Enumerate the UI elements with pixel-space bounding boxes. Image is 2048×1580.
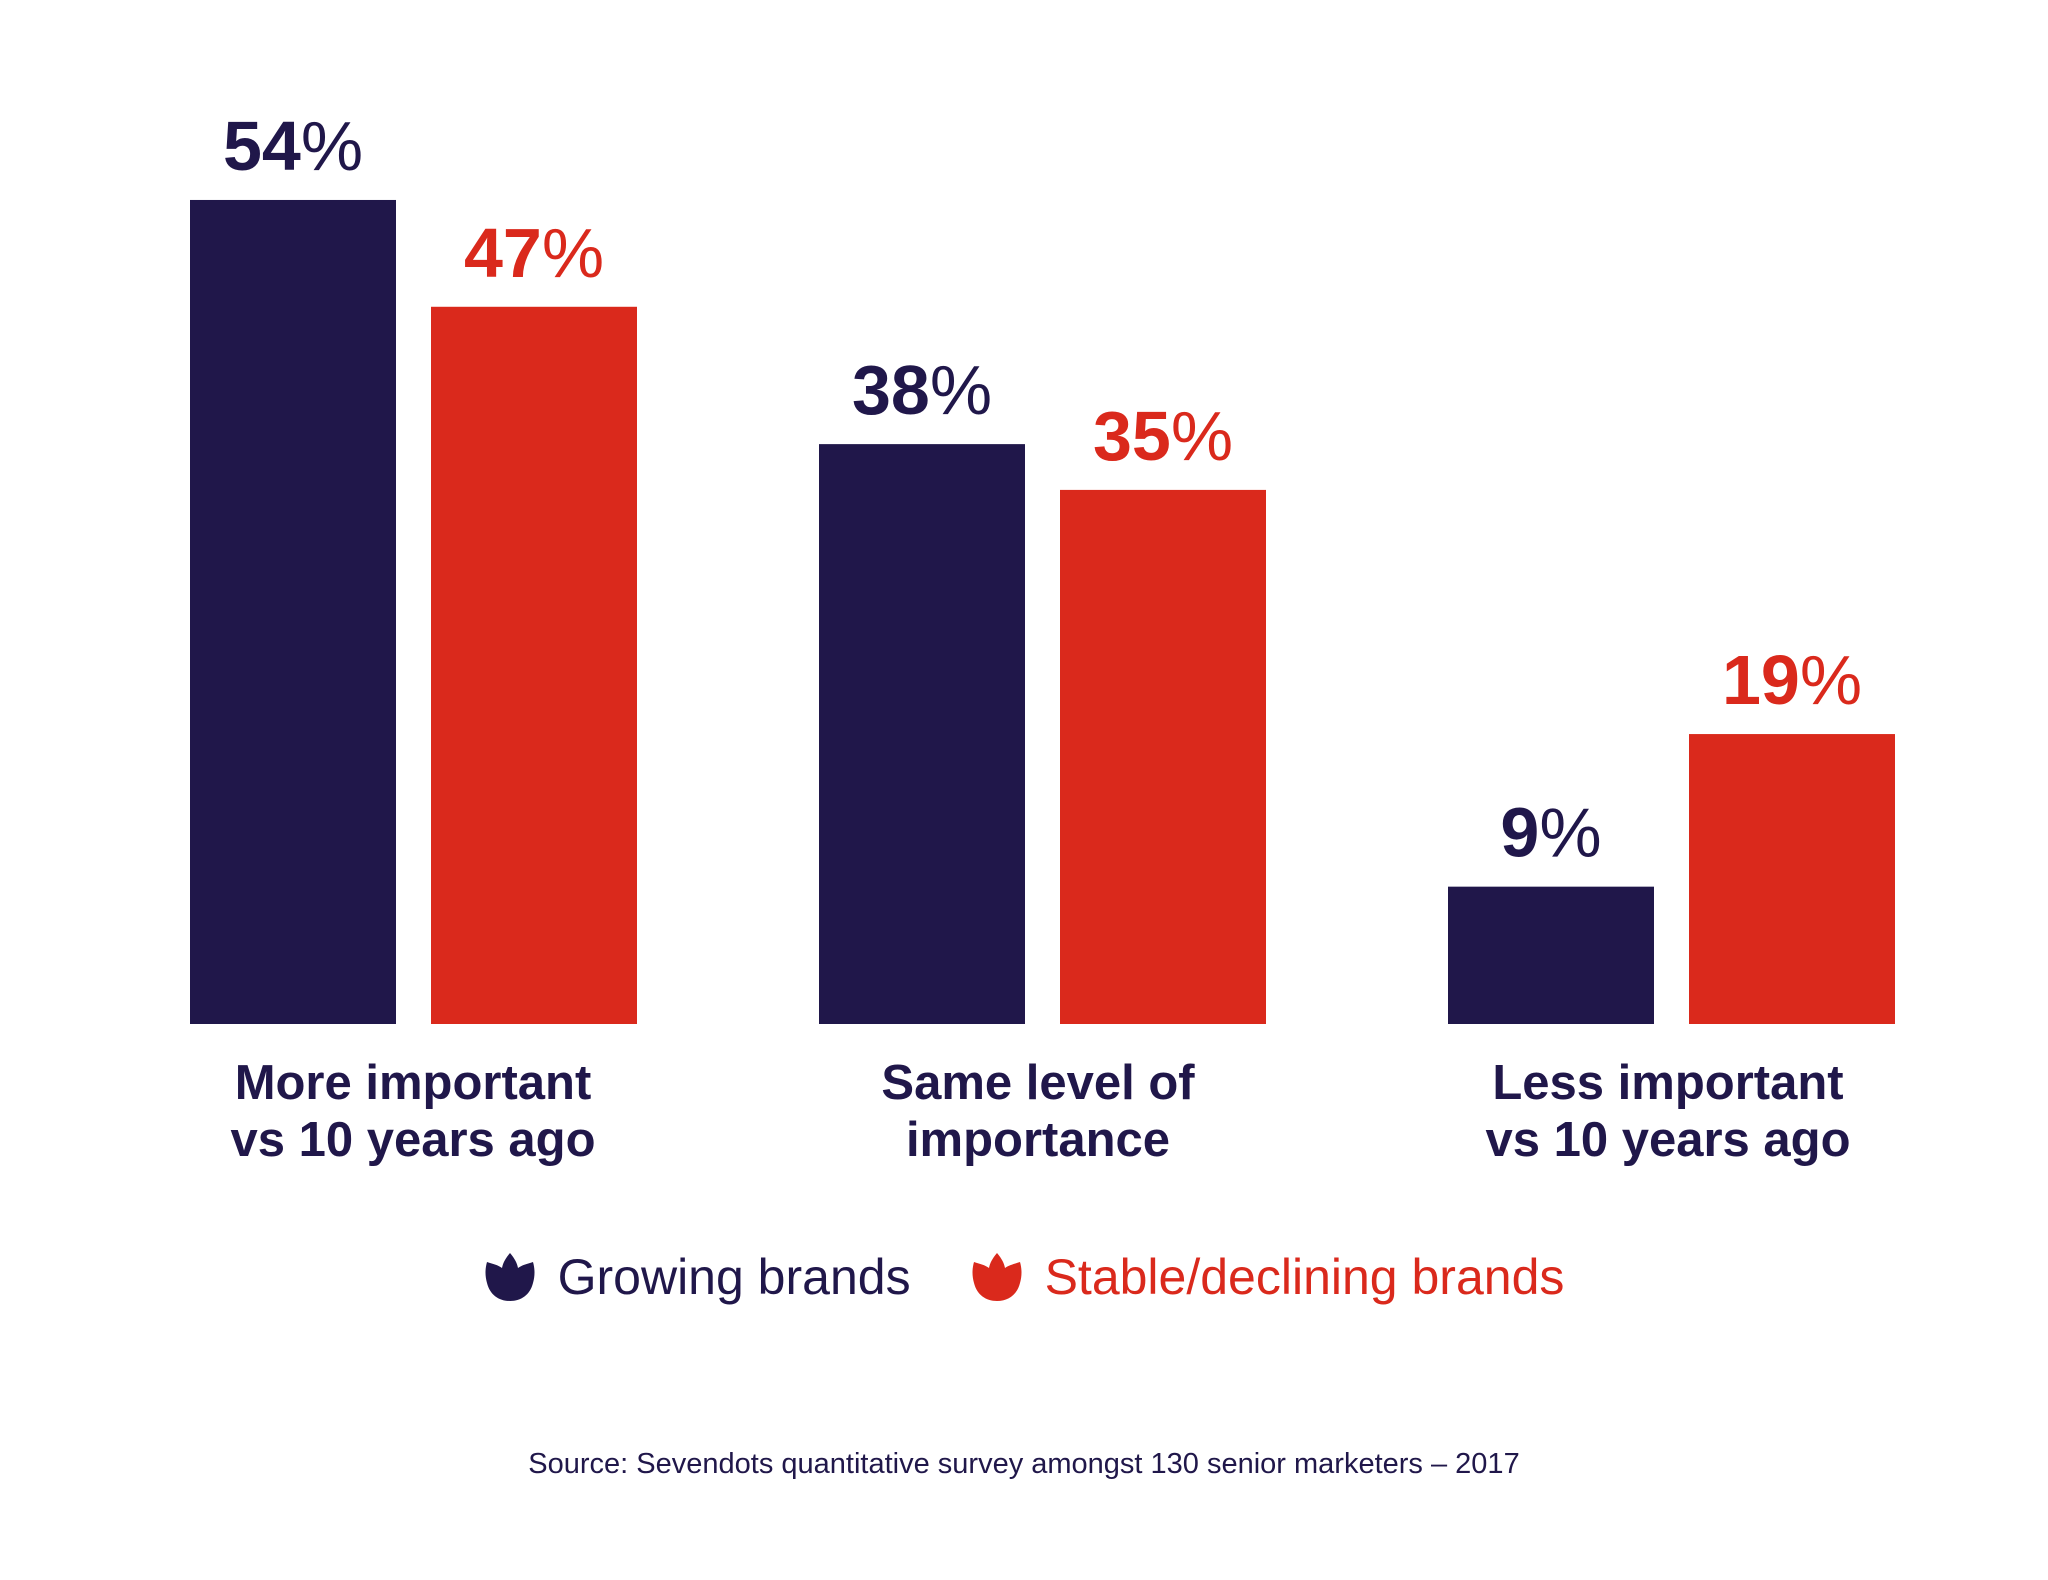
legend-label: Stable/declining brands [1044,1249,1565,1305]
bar-growing-2 [1448,886,1654,1024]
bar-stable-declining-1 [1060,489,1266,1024]
category-label-line: More important [234,1056,592,1110]
bar-chart: 54% 38% 9% 47% 35% 19% [190,107,1895,1024]
category-label-more-important: More important vs 10 years ago [163,1055,663,1169]
legend-item-growing: Growing brands [484,1248,911,1306]
bar-growing-0 [190,199,396,1024]
data-label: 19% [1722,641,1862,719]
category-label-line: Less important [1492,1056,1844,1110]
legend: Growing brands Stable/declining brands [0,1248,2048,1306]
data-label: 35% [1093,397,1233,475]
legend-item-stable-declining: Stable/declining brands [971,1248,1565,1306]
data-label: 54% [223,107,363,185]
category-label-line: vs 10 years ago [230,1113,596,1167]
data-label: 9% [1500,794,1601,872]
data-label: 47% [464,214,604,292]
bar-stable-declining-0 [431,306,637,1024]
source-note: Source: Sevendots quantitative survey am… [528,1448,1520,1480]
category-label-same-level: Same level of importance [788,1055,1288,1169]
data-label: 38% [852,351,992,429]
legend-label: Growing brands [557,1249,911,1305]
bar-growing-1 [819,444,1025,1024]
tulip-icon [972,1253,1022,1301]
category-label-line: vs 10 years ago [1485,1113,1851,1167]
bar-stable-declining-2 [1689,734,1895,1024]
tulip-icon [485,1253,535,1301]
category-label-line: importance [905,1113,1171,1167]
category-label-less-important: Less important vs 10 years ago [1418,1055,1918,1169]
category-label-line: Same level of [881,1056,1195,1110]
